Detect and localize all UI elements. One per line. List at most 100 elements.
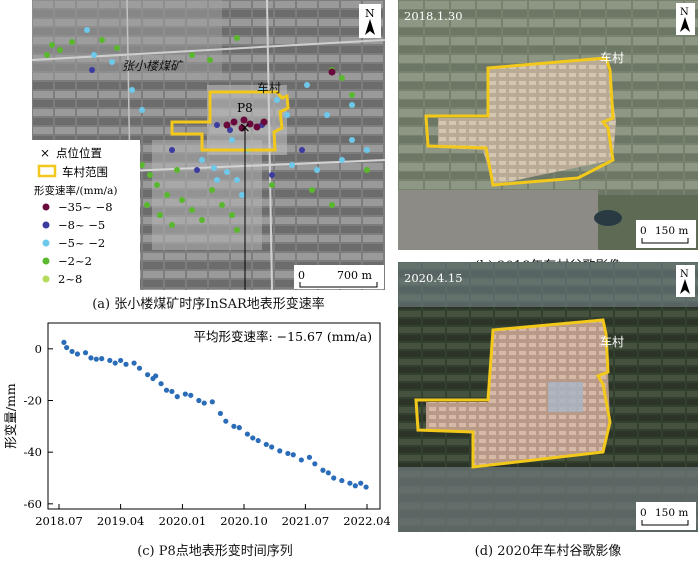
- deformation-point: [290, 452, 296, 458]
- p8-timeseries-panel: 平均形变速率: −15.67 (mm/a) 形变量/mm 0 -20 -40 -60 …: [0, 318, 390, 562]
- deformation-point: [93, 356, 99, 362]
- chart-annotation: 平均形变速率: −15.67 (mm/a): [193, 329, 372, 344]
- village-label-2018: 车村: [600, 50, 624, 65]
- deformation-point: [347, 480, 353, 486]
- svg-text:×: ×: [40, 146, 50, 160]
- deformation-point: [255, 437, 261, 444]
- deformation-point: [158, 381, 164, 387]
- p8-label: P8: [237, 101, 253, 115]
- legend-class-label: −8~ −5: [58, 218, 105, 232]
- deformation-point: [188, 392, 194, 398]
- mine-label: 张小楼煤矿: [122, 59, 184, 73]
- scale-zero: 0: [298, 269, 305, 282]
- deformation-point: [201, 400, 207, 406]
- x-tick-label: 2021.07: [282, 514, 330, 528]
- deformation-point: [320, 467, 326, 473]
- p8-marker: ×: [239, 120, 251, 136]
- deformation-point: [88, 355, 94, 361]
- insar-map: × P8 张小楼煤矿 车村 N × 点位位置 车村范围 形变速率/(mm/a) …: [32, 0, 385, 290]
- deformation-point: [182, 391, 188, 397]
- y-axis-label: 形变量/mm: [3, 383, 18, 449]
- north-arrow-icon: [365, 19, 375, 35]
- scale-distance-2020: 150 m: [655, 507, 688, 519]
- deformation-point: [163, 387, 170, 393]
- plot-frame: [47, 322, 381, 510]
- deformation-point: [153, 373, 159, 379]
- imagery-2020-panel: 2020.4.15 车村 N 0 150 m: [398, 262, 698, 532]
- deformation-point: [61, 339, 67, 345]
- deformation-point: [196, 397, 202, 404]
- y-tick-label: -40: [23, 445, 42, 459]
- p8-timeseries-chart: 平均形变速率: −15.67 (mm/a) 形变量/mm 0-20-40-60 …: [3, 322, 390, 528]
- x-tick-label: 2019.04: [97, 514, 145, 528]
- legend-rate-title: 形变速率/(mm/a): [34, 184, 117, 197]
- insar-map-panel: × P8 张小楼煤矿 车村 N × 点位位置 车村范围 形变速率/(mm/a) …: [32, 0, 385, 290]
- panel-d-caption: (d) 2020年车村谷歌影像: [474, 544, 622, 559]
- x-tick-label: 2020.10: [220, 514, 268, 528]
- insar-points: [44, 27, 370, 233]
- deformation-point: [231, 423, 237, 429]
- deformation-point: [174, 394, 180, 400]
- scale-distance: 700 m: [337, 269, 372, 282]
- y-tick-label: 0: [35, 342, 42, 356]
- legend-swatch: [42, 221, 50, 229]
- north-label: N: [365, 7, 375, 20]
- y-tick-label: -60: [23, 497, 42, 511]
- panel-a-caption: (a) 张小楼煤矿时序InSAR地表形变速率: [92, 297, 325, 312]
- deformation-point: [131, 360, 137, 366]
- legend-swatch: [42, 203, 50, 211]
- deformation-point: [236, 425, 242, 431]
- legend-boundary-label: 车村范围: [62, 165, 108, 179]
- village-boundary: [170, 90, 290, 152]
- deformation-point: [217, 410, 224, 417]
- deformation-point: [306, 454, 313, 460]
- x-tick-label: 2018.07: [35, 514, 83, 528]
- imagery-2020: 2020.4.15 车村 N 0 150 m: [398, 262, 698, 532]
- north-arrow-icon-2018: [680, 17, 690, 32]
- deformation-point: [363, 484, 369, 490]
- legend-class-label: −2~2: [58, 254, 92, 268]
- imagery-2018-panel: 2018.1.30 车村 N 0 150 m: [398, 0, 698, 250]
- y-tick-label: -20: [23, 394, 42, 408]
- deformation-point: [331, 475, 337, 481]
- deformation-point: [223, 418, 229, 424]
- deformation-point: [112, 360, 118, 366]
- scale-distance-2018: 150 m: [655, 225, 688, 237]
- scale-zero-2018: 0: [640, 225, 647, 237]
- village-boundary-2020: [414, 318, 612, 469]
- legend-classes: −35~ −8 −8~ −5 −5~ −2 −2~2 2~8: [42, 200, 113, 286]
- deformation-point: [269, 444, 275, 450]
- x-tick-label: 2022.04: [343, 514, 390, 528]
- panel-c-caption: (c) P8点地表形变时间序列: [137, 544, 293, 559]
- legend-class-label: 2~8: [58, 272, 82, 286]
- deformation-point: [285, 450, 291, 457]
- deformation-point: [82, 350, 89, 356]
- deformation-point: [118, 357, 124, 364]
- deformation-point: [209, 399, 215, 405]
- deformation-point: [123, 361, 129, 367]
- deformation-point: [144, 372, 151, 378]
- legend-swatch: [42, 257, 50, 265]
- deformation-point: [169, 388, 175, 395]
- scale-zero-2020: 0: [640, 507, 647, 519]
- north-label-2018: N: [680, 7, 689, 18]
- village-label: 车村: [257, 80, 281, 95]
- deformation-point: [358, 480, 364, 486]
- village-label-2020: 车村: [600, 334, 624, 349]
- legend-swatch: [42, 275, 50, 283]
- deformation-point: [244, 431, 250, 437]
- deformation-point: [298, 457, 304, 463]
- deformation-point: [312, 461, 318, 467]
- deformation-point: [250, 435, 256, 441]
- north-label-2020: N: [680, 269, 689, 280]
- deformation-point: [352, 483, 358, 489]
- deformation-point: [339, 477, 345, 484]
- date-label-2020: 2020.4.15: [404, 271, 463, 285]
- village-boundary-2018: [424, 56, 615, 187]
- deformation-point: [99, 356, 105, 362]
- deformation-point: [277, 448, 283, 454]
- deformation-point: [64, 344, 70, 351]
- deformation-point: [107, 357, 113, 364]
- deformation-point: [325, 470, 331, 476]
- north-arrow-icon-2020: [680, 279, 690, 294]
